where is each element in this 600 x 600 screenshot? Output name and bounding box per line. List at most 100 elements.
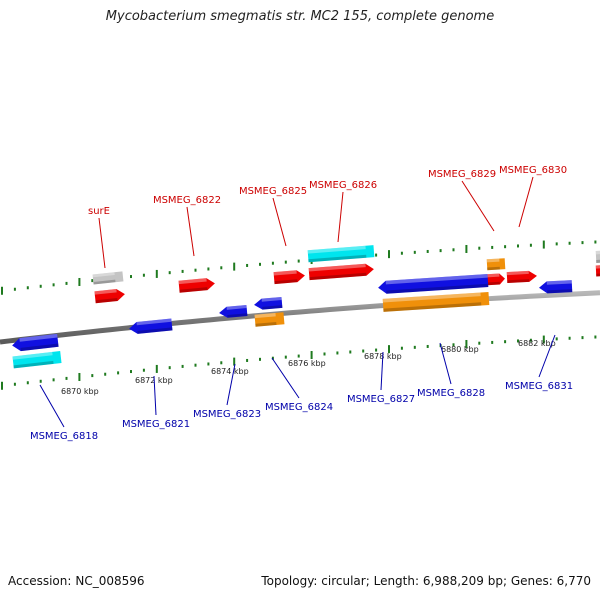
forward-callout-line [461, 180, 495, 232]
reverse-gene-label[interactable]: MSMEG_6821 [122, 419, 190, 430]
upper-ruler-tick [194, 268, 197, 272]
lower-ruler-tick [517, 339, 519, 343]
feature-orange[interactable] [486, 258, 506, 271]
gene-feature-msmeg_6821[interactable] [129, 318, 173, 334]
upper-ruler-tick [142, 273, 145, 277]
forward-callout-line [272, 197, 287, 247]
upper-ruler-tick [13, 287, 16, 291]
gene-feature-msmeg_6818[interactable] [11, 333, 59, 352]
upper-ruler-tick [568, 241, 571, 245]
lower-ruler-tick [375, 348, 378, 352]
lower-ruler-tick [594, 335, 597, 339]
lower-ruler-tick [194, 363, 197, 367]
feature-gray[interactable] [92, 271, 124, 285]
forward-gene-label[interactable]: MSMEG_6825 [239, 186, 307, 197]
upper-ruler-tick [207, 267, 210, 271]
reverse-gene-label[interactable]: MSMEG_6818 [30, 431, 98, 442]
lower-ruler-tick [529, 338, 532, 342]
lower-ruler-tick [478, 341, 481, 345]
gene-feature-msmeg_6827[interactable] [378, 274, 489, 294]
lower-ruler-tick [504, 340, 507, 344]
gene-feature-msmeg_6829[interactable] [486, 273, 506, 286]
upper-ruler-tick [130, 275, 132, 279]
lower-ruler-tick [388, 345, 390, 354]
feature-cyan[interactable] [307, 245, 375, 263]
upper-ruler-tick [78, 277, 81, 286]
gene-feature-msmeg_6823[interactable] [219, 304, 248, 318]
feature-orange[interactable] [254, 312, 285, 327]
lower-ruler-tick [413, 345, 416, 349]
forward-gene-label[interactable]: surE [88, 206, 110, 217]
genome-backbone [0, 290, 600, 345]
lower-ruler-tick [233, 357, 236, 366]
upper-ruler-tick [220, 266, 223, 270]
reverse-gene-label[interactable]: MSMEG_6831 [505, 381, 573, 392]
upper-ruler-tick [65, 281, 68, 285]
upper-ruler-tick [594, 240, 597, 244]
genes-label: Genes: [510, 574, 553, 588]
topology-value: circular [321, 574, 366, 588]
ruler-label: 6882 kbp [518, 339, 556, 348]
reverse-gene-label[interactable]: MSMEG_6828 [417, 388, 485, 399]
upper-ruler-tick [155, 269, 158, 278]
reverse-callout-line [439, 342, 452, 385]
upper-ruler-tick [271, 261, 274, 265]
gene-feature-msmeg_6830[interactable] [506, 270, 538, 284]
gene-feature-msmeg_6831[interactable] [539, 280, 573, 294]
gene-feature-msmeg_6825[interactable] [273, 270, 306, 285]
upper-ruler-tick [504, 245, 507, 249]
gene-feature-msmeg_6826[interactable] [308, 263, 375, 281]
reverse-callout-line [153, 375, 157, 416]
upper-ruler-tick [413, 250, 416, 254]
upper-ruler-tick [517, 244, 519, 248]
feature-orange[interactable] [382, 291, 490, 312]
upper-ruler-tick [246, 263, 249, 267]
upper-ruler-tick [426, 249, 429, 253]
lower-ruler-tick [259, 357, 261, 361]
feature-red[interactable] [595, 265, 600, 277]
feature-cyan[interactable] [12, 351, 62, 369]
genes-value: 6,770 [556, 574, 591, 588]
upper-ruler-tick [1, 286, 3, 295]
reverse-gene-label[interactable]: MSMEG_6827 [347, 394, 415, 405]
lower-ruler-tick [452, 343, 455, 347]
lower-ruler-tick [284, 355, 287, 359]
accession-info: Accession: NC_008596 [8, 574, 145, 588]
lower-ruler-tick [65, 376, 68, 380]
forward-gene-label[interactable]: MSMEG_6829 [428, 169, 496, 180]
lower-ruler-tick [336, 351, 339, 355]
reverse-gene-label[interactable]: MSMEG_6824 [265, 402, 333, 413]
lower-ruler-tick [323, 352, 326, 356]
upper-ruler-tick [233, 262, 236, 271]
lower-ruler-tick [271, 356, 274, 360]
reverse-callout-line [39, 384, 65, 428]
length-label: Length: [373, 574, 420, 588]
ruler-label: 6880 kbp [441, 345, 479, 354]
accession-value: NC_008596 [75, 574, 145, 588]
feature-gray[interactable] [595, 250, 600, 263]
gene-feature-sure[interactable] [94, 288, 125, 304]
lower-ruler-tick [168, 366, 171, 370]
forward-gene-label[interactable]: MSMEG_6822 [153, 195, 221, 206]
forward-callout-line [518, 176, 534, 228]
upper-ruler-tick [375, 253, 378, 257]
forward-gene-label[interactable]: MSMEG_6830 [499, 165, 567, 176]
upper-ruler-tick [491, 245, 494, 249]
forward-gene-label[interactable]: MSMEG_6826 [309, 180, 377, 191]
upper-ruler-tick [181, 269, 184, 273]
lower-ruler-tick [491, 340, 494, 344]
reverse-callout-line [538, 334, 556, 378]
upper-ruler-tick [581, 241, 584, 245]
upper-ruler-tick [400, 251, 403, 255]
gene-feature-msmeg_6824[interactable] [254, 296, 283, 310]
lower-ruler-tick [555, 337, 558, 341]
lower-ruler-tick [581, 336, 584, 340]
reverse-gene-label[interactable]: MSMEG_6823 [193, 409, 261, 420]
lower-ruler-tick [220, 361, 223, 365]
lower-ruler-tick [13, 382, 16, 386]
upper-ruler-tick [465, 244, 468, 253]
topology-label: Topology: [261, 574, 318, 588]
map-title: Mycobacterium smegmatis str. MC2 155, co… [105, 9, 495, 24]
gene-feature-msmeg_6822[interactable] [178, 277, 216, 293]
